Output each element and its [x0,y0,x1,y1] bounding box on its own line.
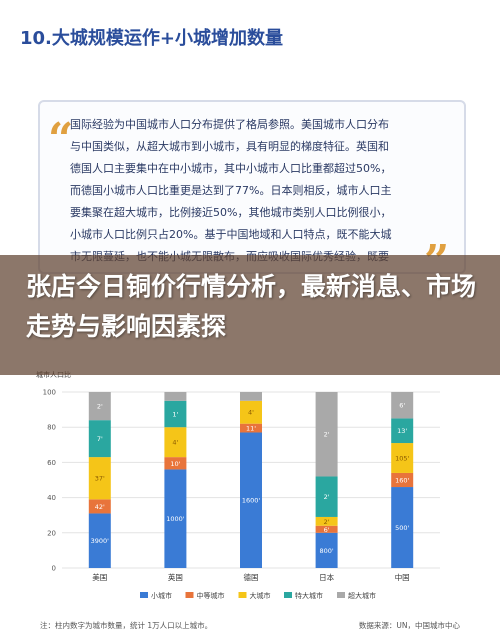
bar-segment [315,476,338,517]
y-tick-label: 40 [47,494,56,502]
bar-data-label: 3900' [91,537,110,545]
legend-label: 中等城市 [197,591,225,600]
chart-ylabel: 城市人口比 [36,371,71,379]
quote-line: 德国人口主要集中在中小城市，其中小城市人口比重都超过50%， [70,162,392,175]
y-tick-label: 60 [47,459,56,467]
source-note: 注：柱内数字为城市数量，统计 1万人口以上城市。 [40,621,213,630]
bar-data-label: 500' [395,524,409,532]
bar-data-label: 7' [97,435,103,443]
quote-line: 与中国类似，从超大城市到小城市，具有明显的梯度特征。英国和 [70,140,389,153]
bar-segment [315,392,338,477]
y-tick-label: 80 [47,424,56,432]
bar-segment [164,469,187,568]
bar-segment [88,513,111,568]
x-tick-label: 中国 [395,572,410,582]
bar-segment [391,443,414,473]
x-tick-label: 日本 [319,572,334,582]
bar-data-label: 2' [324,431,330,439]
quote-box: “ 国际经验为中国城市人口分布提供了格局参照。美国城市人口分布 与中国类似，从超… [38,100,466,284]
y-tick-label: 20 [47,529,56,537]
bar-data-label: 4' [248,409,254,417]
legend-label: 超大城市 [348,591,376,600]
bar-segment [88,499,111,514]
bar-data-label: 1' [172,411,178,419]
bar-data-label: 2' [324,518,330,526]
bar-data-label: 2' [97,403,103,411]
bar-data-label: 4' [172,439,178,447]
bar-segment [391,487,414,568]
legend-swatch [284,592,292,598]
legend-label: 大城市 [250,591,271,600]
bar-data-label: 1600' [242,497,261,505]
bar-segment [88,392,111,421]
bar-segment [88,420,111,458]
bar-segment [240,423,262,433]
legend-swatch [140,592,148,598]
bar-segment [315,525,338,533]
bar-segment [164,457,187,470]
headline-title: 张店今日铜价行情分析，最新消息、市场走势与影响因素探 [26,272,477,341]
headline-overlay: 张店今日铜价行情分析，最新消息、市场走势与影响因素探 [0,255,500,375]
bar-segment [240,392,262,401]
quote-line: 要集聚在超大城市，比例接近50%，其他城市类别人口比例很小， [70,206,392,219]
bar-data-label: 37' [95,475,105,483]
bar-data-label: 6' [399,402,405,410]
chart-source: 注：柱内数字为城市数量，统计 1万人口以上城市。 数据来源：UN，中国城市中心 [40,620,460,631]
quote-open-mark: “ [48,114,74,165]
legend-label: 小城市 [151,591,172,600]
legend-label: 特大城市 [295,591,323,600]
bar-segment [88,457,111,500]
bar-segment [391,418,414,444]
y-tick-label: 100 [43,389,56,397]
quote-line: 小城市人口比例只占20%。基于中国地域和人口特点，既不能大城 [70,228,392,241]
source-credit: 数据来源：UN，中国城市中心 [358,621,460,630]
bar-data-label: 10' [170,460,180,468]
bar-data-label: 1000' [166,515,185,523]
bar-data-label: 2' [324,493,330,501]
bar-segment [164,427,187,458]
bar-segment [164,400,187,428]
bar-data-label: 42' [95,503,105,511]
bar-data-label: 13' [397,427,407,435]
x-tick-label: 英国 [168,572,183,582]
x-tick-label: 德国 [244,572,259,582]
quote-line: 国际经验为中国城市人口分布提供了格局参照。美国城市人口分布 [70,118,389,131]
bar-segment [315,532,338,568]
bar-segment [391,392,414,419]
y-tick-label: 0 [52,565,56,573]
quote-text: 国际经验为中国城市人口分布提供了格局参照。美国城市人口分布 与中国类似，从超大城… [70,114,442,268]
legend-swatch [238,592,247,598]
legend-swatch [337,592,345,598]
bar-data-label: 6' [324,526,330,534]
bar-segment [391,472,414,488]
quote-line: 而德国小城市人口比重更是达到了77%。日本则相反，城市人口主 [70,184,392,197]
x-tick-label: 美国 [92,572,107,582]
bar-segment [315,516,338,526]
bar-data-label: 800' [319,547,333,555]
bar-data-label: 11' [246,425,256,433]
legend-swatch [185,592,194,598]
bar-segment [240,400,262,424]
bar-segment [164,392,187,401]
stacked-bar-chart: 0 20 40 60 80 100 3900' 42' 37' 7' 2' 美国 1000' 10' 4' 1… [43,389,440,600]
bar-segment [240,432,262,568]
section-header: 10.大城规模运作+小城增加数量 [20,28,283,49]
bar-data-label: 105' [395,455,409,463]
bar-data-label: 160' [395,477,409,485]
